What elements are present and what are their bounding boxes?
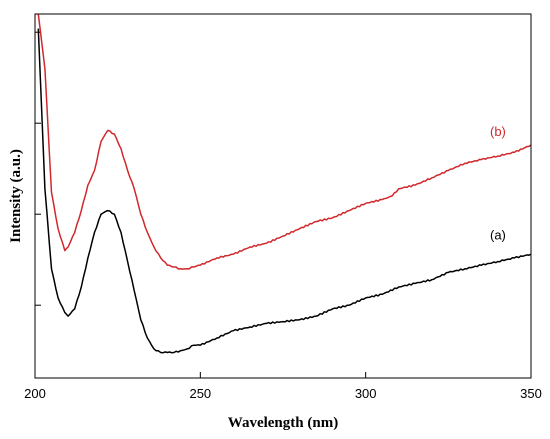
series-line-a	[37, 28, 531, 354]
tick-marks	[34, 31, 532, 378]
tick-labels: 200 250 300 350	[24, 386, 542, 401]
series-layer: (b) (a)	[37, 14, 531, 354]
series-label-b: (b)	[490, 124, 506, 139]
x-axis-title: Wavelength (nm)	[228, 415, 338, 431]
plot-frame	[34, 13, 532, 379]
x-tick-label: 300	[355, 386, 377, 401]
x-tick-label: 350	[520, 386, 542, 401]
series-line-b	[37, 14, 531, 270]
series-label-a: (a)	[490, 228, 506, 243]
x-tick-label: 250	[189, 386, 211, 401]
x-tick-label: 200	[24, 386, 46, 401]
y-axis-title: Intensity (a.u.)	[8, 149, 24, 243]
